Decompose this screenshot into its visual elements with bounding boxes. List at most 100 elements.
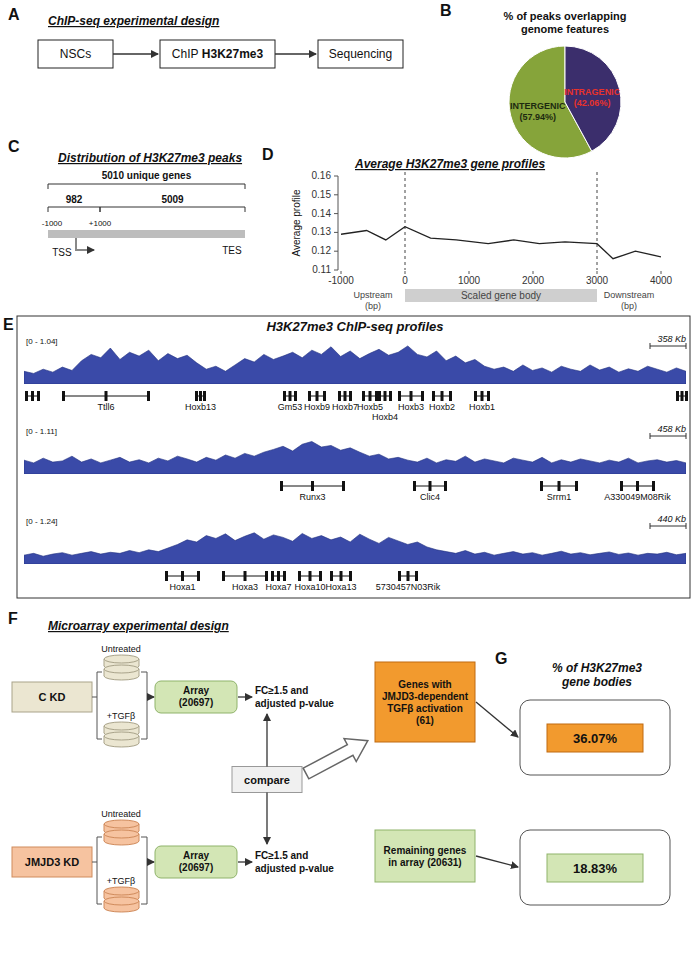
- criteria-label: FC≥1.5 andadjusted p-value: [255, 685, 334, 709]
- bracket: [48, 207, 100, 208]
- x-tick-label: -1000: [328, 275, 354, 286]
- exon: [349, 391, 352, 401]
- data-label: (42.06%): [574, 98, 611, 108]
- track-range: [0 - 1.11]: [26, 427, 57, 436]
- exon: [558, 481, 561, 491]
- panel-label: A: [8, 6, 20, 23]
- dish: [104, 820, 139, 828]
- exon: [195, 391, 198, 401]
- percent-label: 18.83%: [573, 861, 618, 876]
- slice-label: INTRAGENIC: [564, 87, 621, 97]
- bracket: [245, 207, 246, 212]
- bracket: [48, 184, 49, 189]
- gene-label: Runx3: [299, 492, 325, 502]
- bracket: [48, 207, 49, 212]
- percent-label: 36.07%: [573, 731, 618, 746]
- count-label: 5009: [161, 194, 184, 205]
- chart-title: Average H3K27me3 gene profiles: [354, 157, 545, 171]
- exon: [375, 391, 378, 401]
- exon: [620, 481, 623, 491]
- gene-label: Hoxa3: [232, 582, 258, 592]
- scale-bar: [650, 436, 686, 437]
- exon: [398, 391, 401, 401]
- gene-label: Hoxb7: [332, 402, 358, 412]
- group-box: [12, 682, 92, 712]
- exon: [323, 391, 326, 401]
- x-tick-label: 0: [402, 275, 408, 286]
- exon: [165, 571, 168, 581]
- result-label: Remaining genesin array (20631): [384, 845, 467, 868]
- big-arrow: [300, 729, 374, 785]
- exon: [398, 571, 401, 581]
- dish: [104, 830, 139, 838]
- y-tick: [334, 213, 338, 214]
- y-tick: [334, 270, 338, 271]
- step-label-part: H3K27me3: [198, 47, 263, 61]
- x-tick: [533, 271, 534, 274]
- compare-label: compare: [244, 774, 290, 786]
- tss-arrow: [76, 238, 94, 250]
- connector: [97, 697, 102, 739]
- criteria-label-line: FC≥1.5 and: [255, 685, 308, 696]
- dish: [104, 655, 139, 663]
- exon: [384, 391, 387, 401]
- exon: [222, 571, 225, 581]
- gene-label: Hoxb3: [398, 402, 424, 412]
- y-tick-label: 0.16: [312, 170, 332, 181]
- exon: [389, 391, 392, 401]
- exon: [197, 571, 200, 581]
- exon: [62, 391, 65, 401]
- exon: [362, 391, 365, 401]
- exon: [37, 391, 40, 401]
- exon: [487, 391, 490, 401]
- arrow: [147, 861, 154, 862]
- criteria-label-line: adjusted p-value: [255, 863, 334, 874]
- criteria-label-line: FC≥1.5 and: [255, 850, 308, 861]
- bracket: [100, 207, 245, 208]
- tss-label: TSS: [52, 247, 72, 258]
- panel-title: Microarray experimental design: [48, 619, 229, 633]
- slice-label: INTERGENIC: [510, 101, 566, 111]
- gene-label: Gm53: [278, 402, 303, 412]
- dish: [104, 732, 139, 740]
- arrow: [275, 53, 316, 54]
- gene-body-boundary: [597, 172, 598, 270]
- array-box: [155, 846, 237, 878]
- exon: [309, 571, 312, 581]
- exon: [25, 391, 28, 401]
- exon: [681, 391, 684, 401]
- y-tick: [334, 194, 338, 195]
- chart-title-line: genome features: [521, 23, 609, 35]
- group-label: C KD: [39, 691, 66, 703]
- y-tick-label: 0.14: [312, 208, 332, 219]
- figure: ABCDEFGChIP-seq experimental designNSCsC…: [0, 0, 697, 955]
- compare-box: [232, 767, 302, 793]
- exon: [349, 571, 352, 581]
- annotation-line: (bp): [365, 301, 381, 311]
- gene-label: Clic4: [420, 492, 440, 502]
- exon: [316, 391, 319, 401]
- array-label-line: Array: [183, 685, 210, 696]
- x-tick: [597, 271, 598, 274]
- step-box: [38, 40, 113, 68]
- condition-label: Untreated: [101, 809, 141, 819]
- y-axis-label: Average profile: [291, 189, 302, 257]
- exon: [311, 481, 314, 491]
- x-tick: [661, 271, 662, 274]
- array-label: Array(20697): [179, 685, 213, 708]
- gene-label: Hoxb13: [185, 402, 216, 412]
- profile-line: [341, 227, 661, 259]
- result-frame: [520, 700, 670, 775]
- scale-bar-label: 440 Kb: [657, 514, 686, 524]
- scale-bar-label: 358 Kb: [657, 334, 686, 344]
- step-box: [160, 40, 275, 68]
- track-range: [0 - 1.24]: [26, 517, 58, 526]
- exon: [441, 391, 444, 401]
- x-tick-label: 4000: [650, 275, 673, 286]
- exon: [378, 391, 381, 401]
- chip-signal: [24, 346, 686, 384]
- exon: [481, 391, 484, 401]
- percent-box: [547, 724, 643, 752]
- result-frame: [520, 830, 670, 905]
- count-label: 982: [66, 194, 83, 205]
